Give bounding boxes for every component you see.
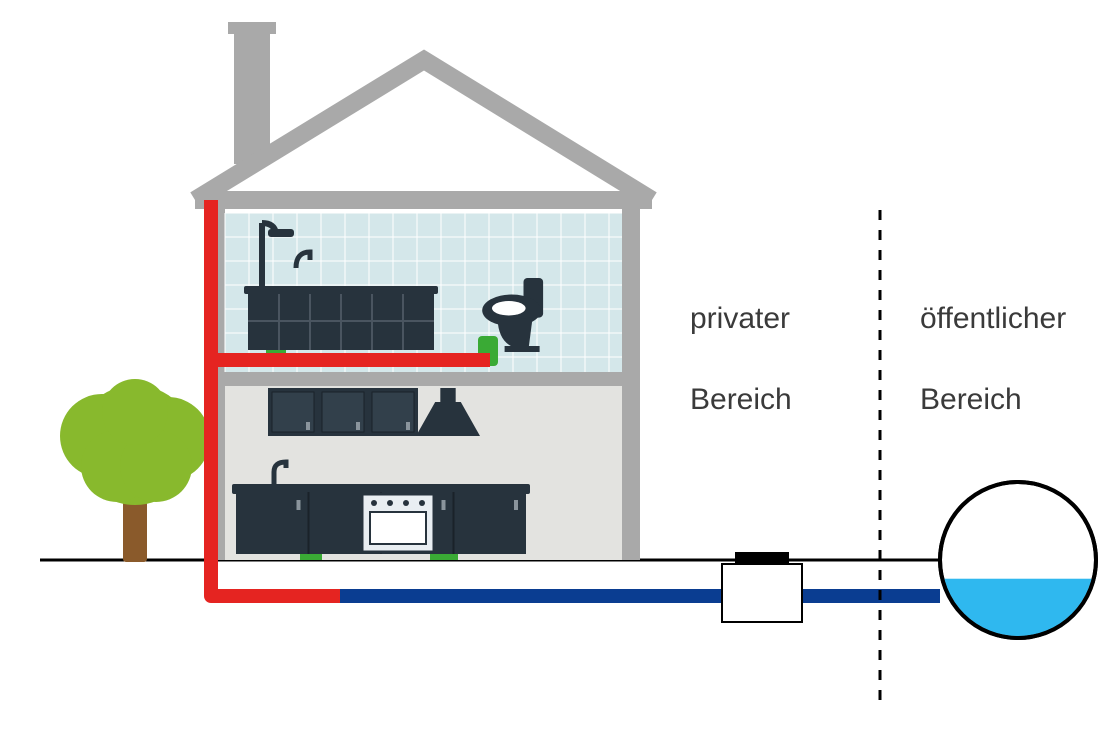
private-line1: privater <box>690 302 790 335</box>
sewer-water <box>940 579 1096 638</box>
private-line2: Bereich <box>690 383 792 416</box>
wall-right <box>622 200 640 560</box>
inspection-box <box>722 564 802 622</box>
private-area-label: privater Bereich <box>690 258 792 420</box>
shower-head <box>268 229 294 237</box>
chimney-cap <box>228 22 276 34</box>
tree-foliage <box>60 379 210 505</box>
inspection-lid <box>735 552 789 564</box>
floor-divider <box>225 372 622 386</box>
bathtub-rim <box>244 286 438 294</box>
public-line1: öffentlicher <box>920 302 1066 335</box>
public-area-label: öffentlicher Bereich <box>920 258 1066 420</box>
public-line2: Bereich <box>920 383 1022 416</box>
chimney <box>234 34 270 164</box>
